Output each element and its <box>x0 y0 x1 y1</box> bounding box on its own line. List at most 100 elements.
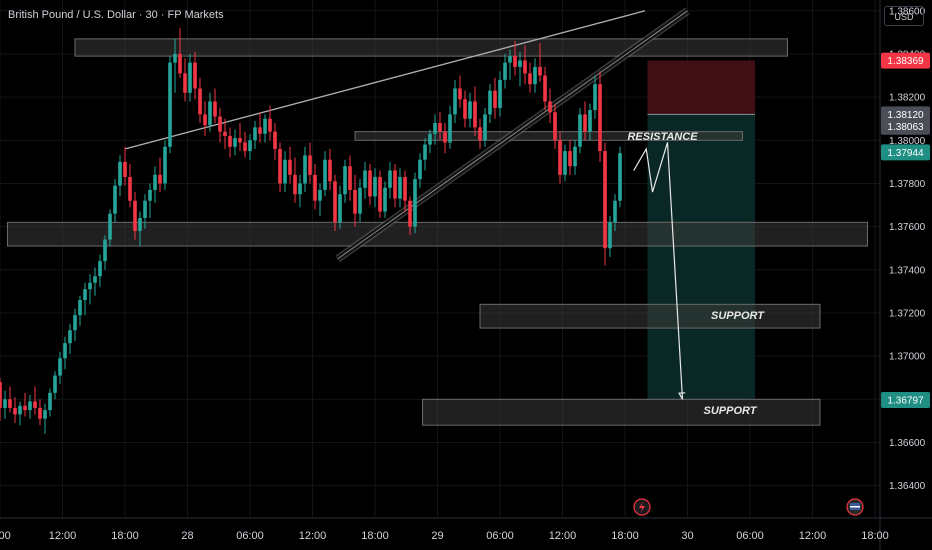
candle-body <box>8 399 12 408</box>
candle-body <box>198 88 202 115</box>
candle-body <box>33 401 37 408</box>
candle-body <box>368 170 372 197</box>
candle-body <box>538 66 542 76</box>
price-label: 1.38369 <box>887 56 924 67</box>
projection-arrowhead <box>678 392 686 400</box>
candle-body <box>548 101 552 113</box>
candle-body <box>578 114 582 147</box>
price-label-box <box>881 52 930 69</box>
candle-body <box>428 133 432 145</box>
candle-body <box>173 53 177 63</box>
candle-body <box>58 358 62 376</box>
candle-body <box>43 410 47 419</box>
candle-body <box>268 118 272 132</box>
candle-body <box>358 187 362 214</box>
price-zone <box>422 398 821 426</box>
x-tick-label: 06:00 <box>736 530 764 542</box>
lightning-glyph-icon <box>639 501 645 513</box>
candle-body <box>18 405 22 415</box>
candle-body <box>133 200 137 231</box>
y-tick-label: 1.38600 <box>889 6 926 17</box>
x-tick-label: 06:00 <box>236 530 264 542</box>
candle-body <box>598 84 602 152</box>
candle-body <box>233 138 237 147</box>
candle-body <box>63 343 67 359</box>
candle-body <box>553 112 557 141</box>
price-label: 1.38120 <box>887 110 924 121</box>
candle-body <box>78 300 82 316</box>
trendline <box>124 10 646 150</box>
x-tick-label: 18:00 <box>361 530 389 542</box>
candle-body <box>83 289 87 301</box>
zone-label: RESISTANCE <box>627 131 698 143</box>
x-tick-label: 30 <box>681 530 693 542</box>
candle-body <box>3 399 7 408</box>
candle-body <box>483 114 487 141</box>
candle-body <box>413 179 417 227</box>
candle-body <box>183 73 187 93</box>
candle-body <box>333 181 337 223</box>
candle-body <box>48 392 52 411</box>
candle-body <box>128 176 132 201</box>
candle-body <box>478 127 482 141</box>
x-tick-label: 18:00 <box>111 530 139 542</box>
candle-body <box>488 90 492 115</box>
candle-body <box>348 166 352 190</box>
symbol-title: British Pound / U.S. Dollar · 30 · FP Ma… <box>8 9 224 21</box>
price-label: 1.37944 <box>887 148 924 159</box>
candle-body <box>208 101 212 126</box>
currency-selector[interactable]: USD <box>884 6 924 26</box>
candle-body <box>168 62 172 147</box>
candle-body <box>248 140 252 152</box>
candle-body <box>263 118 267 134</box>
candle-body <box>528 73 532 85</box>
candle-body <box>68 330 72 344</box>
candle-body <box>283 159 287 184</box>
candle-body <box>258 127 262 134</box>
candle-body <box>88 282 92 290</box>
candle-body <box>403 176 407 201</box>
candle-body <box>398 176 402 199</box>
candle-body <box>343 166 347 195</box>
price-label-box <box>881 144 930 161</box>
zone-label: SUPPORT <box>704 405 758 417</box>
candle-body <box>563 151 567 175</box>
candle-body <box>278 148 282 184</box>
candle-body <box>303 155 307 184</box>
x-tick-label: 28 <box>181 530 193 542</box>
candle-body <box>588 110 592 132</box>
candle-body <box>603 151 607 249</box>
price-zone <box>7 221 868 247</box>
candle-body <box>123 161 127 177</box>
candle-body <box>313 174 317 201</box>
candle-body <box>193 62 197 89</box>
y-tick-label: 1.38200 <box>889 93 926 104</box>
take-profit-zone <box>647 114 755 400</box>
candle-body <box>468 101 472 119</box>
candle-body <box>503 62 507 80</box>
y-tick-label: 1.37800 <box>889 179 926 190</box>
candle-body <box>53 375 57 393</box>
price-label-box <box>881 118 930 135</box>
candle-body <box>448 114 452 143</box>
candle-body <box>338 194 342 223</box>
candle-body <box>138 217 142 231</box>
flag-stripe-icon <box>850 506 860 508</box>
candle-body <box>383 187 387 212</box>
candle-body <box>568 151 572 167</box>
trend-channel-line <box>337 10 688 260</box>
candle-body <box>378 176 382 212</box>
price-label: 1.38063 <box>887 122 924 133</box>
candle-body <box>158 174 162 184</box>
projection-path <box>633 142 684 400</box>
candle-body <box>143 200 147 218</box>
candle-body <box>273 131 277 149</box>
y-tick-label: 1.37000 <box>889 352 926 363</box>
candle-body <box>328 159 332 182</box>
candle-body <box>493 90 497 108</box>
candle-body <box>393 170 397 199</box>
x-tick-label: 06:00 <box>486 530 514 542</box>
y-tick-label: 1.37600 <box>889 222 926 233</box>
